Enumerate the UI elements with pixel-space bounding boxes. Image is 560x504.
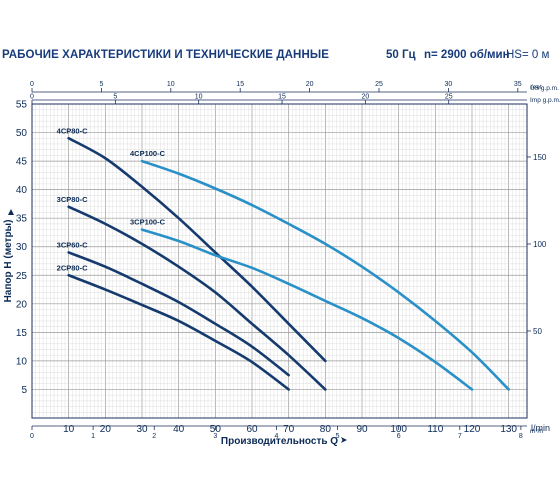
- label-3cp80-c: 3CP80-C: [57, 195, 88, 204]
- x-unit-label: l/min: [531, 423, 550, 433]
- usgpm-tick-label: 25: [375, 81, 383, 88]
- y-tick-label: 55: [16, 100, 28, 111]
- y-tick-label: 20: [16, 299, 28, 310]
- impgpm-unit-label: Imp g.p.m.: [530, 97, 560, 104]
- m3h-tick-label: 8: [519, 433, 523, 440]
- y2-unit-label: feet: [531, 84, 542, 91]
- y-tick-label: 15: [16, 328, 28, 339]
- suction-height-label: HS= 0 м: [506, 49, 550, 61]
- x-tick-label: 70: [283, 424, 295, 435]
- usgpm-tick-label: 15: [236, 81, 244, 88]
- x-tick-label: 130: [500, 424, 517, 435]
- curve-4cp100-c: [140, 159, 510, 391]
- curve-3cp60-c: [67, 251, 290, 377]
- x-axis-title: Производительность Q: [221, 436, 338, 447]
- curve-3cp100-c: [140, 228, 474, 391]
- usgpm-tick-label: 30: [444, 81, 452, 88]
- x-tick-label: 80: [320, 424, 332, 435]
- label-3cp100-c: 3CP100-C: [130, 218, 166, 227]
- usgpm-tick-label: 0: [30, 81, 34, 88]
- m3h-tick-label: 0: [30, 433, 34, 440]
- y2-tick-label: 50: [533, 327, 542, 336]
- label-4cp100-c: 4CP100-C: [130, 149, 166, 158]
- y-axis-arrow: [8, 209, 14, 215]
- chart-grid: [31, 103, 528, 419]
- chart-curves: [67, 136, 510, 391]
- m3h-tick-label: 7: [458, 433, 462, 440]
- chart-header: РАБОЧИЕ ХАРАКТЕРИСТИКИ И ТЕХНИЧЕСКИЕ ДАН…: [0, 49, 560, 69]
- y-tick-label: 35: [16, 214, 28, 225]
- x-tick-label: 110: [427, 424, 443, 435]
- plot-frame: [31, 103, 528, 419]
- x-tick-label: 30: [136, 424, 148, 435]
- y-tick-label: 5: [21, 385, 27, 396]
- chart-title: РАБОЧИЕ ХАРАКТЕРИСТИКИ И ТЕХНИЧЕСКИЕ ДАН…: [2, 49, 329, 61]
- y2-tick-label: 100: [533, 240, 547, 249]
- y-tick-label: 50: [16, 128, 28, 139]
- speed-label: n= 2900 об/мин: [424, 49, 510, 61]
- impgpm-tick-label: 25: [445, 94, 453, 101]
- curve-4cp80-c: [67, 136, 327, 363]
- y2-tick-label: 150: [533, 153, 547, 162]
- chart-labels: 4CP80-C 3CP80-C 3CP60-C 2CP80-C 4CP100-C 3CP1…: [57, 126, 166, 272]
- x-tick-label: 90: [356, 424, 368, 435]
- m3h-unit-label: m³/h: [530, 428, 543, 435]
- y-tick-label: 10: [16, 356, 28, 367]
- usgpm-tick-label: 20: [306, 81, 314, 88]
- label-2cp80-c: 2CP80-C: [57, 263, 88, 272]
- impgpm-tick-label: 15: [278, 94, 286, 101]
- y-tick-label: 25: [16, 271, 28, 282]
- x-tick-label: 10: [63, 424, 75, 435]
- usgpm-tick-label: 35: [514, 81, 522, 88]
- usgpm-unit-label: US g.p.m.: [530, 85, 559, 92]
- y-tick-label: 40: [16, 185, 28, 196]
- m3h-tick-label: 4: [274, 433, 278, 440]
- curve-3cp80-c: [67, 205, 327, 391]
- m3h-tick-label: 6: [397, 433, 401, 440]
- usgpm-tick-label: 10: [167, 81, 175, 88]
- impgpm-tick-label: 5: [113, 94, 117, 101]
- curve-2cp80-c: [67, 273, 290, 391]
- impgpm-tick-label: 20: [361, 94, 369, 101]
- x-tick-label: 60: [246, 424, 258, 435]
- usgpm-tick-label: 5: [99, 81, 103, 88]
- impgpm-tick-label: 10: [195, 94, 203, 101]
- label-4cp80-c: 4CP80-C: [57, 126, 88, 135]
- m3h-tick-label: 3: [213, 433, 217, 440]
- m3h-tick-label: 2: [152, 433, 156, 440]
- x-tick-label: 120: [464, 424, 481, 435]
- x-tick-label: 20: [100, 424, 112, 435]
- y-tick-label: 30: [16, 242, 28, 253]
- frequency-label: 50 Гц: [386, 49, 416, 61]
- y-tick-label: 45: [16, 157, 28, 168]
- y-axis-title: Напор Н (метры): [3, 220, 14, 303]
- label-3cp60-c: 3CP60-C: [57, 240, 88, 249]
- x-axis-arrow: [338, 437, 347, 443]
- m3h-tick-label: 1: [91, 433, 95, 440]
- x-tick-label: 40: [173, 424, 185, 435]
- impgpm-tick-label: 0: [30, 94, 34, 101]
- m3h-tick-label: 5: [336, 433, 340, 440]
